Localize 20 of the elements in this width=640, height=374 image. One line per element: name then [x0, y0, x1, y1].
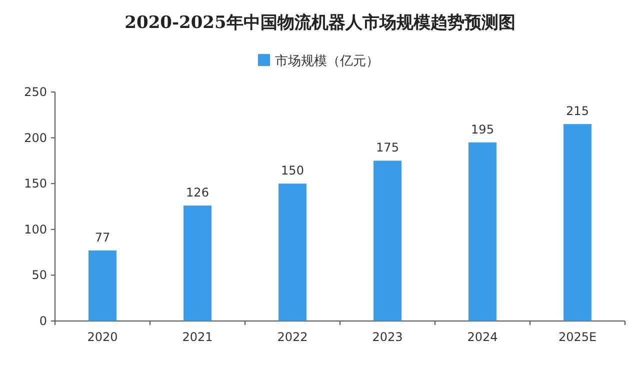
y-tick-label: 0	[39, 314, 47, 328]
data-label: 215	[566, 104, 589, 118]
data-label: 175	[376, 140, 399, 155]
x-tick-label: 2020	[87, 330, 118, 344]
y-tick-label: 200	[24, 130, 47, 145]
y-tick-label: 250	[24, 85, 47, 99]
data-label: 195	[471, 122, 494, 136]
x-tick-label: 2022	[277, 330, 308, 344]
data-label: 126	[186, 186, 209, 200]
x-tick-label: 2021	[182, 330, 213, 344]
x-tick-label: 2024	[467, 330, 498, 344]
data-label: 77	[94, 230, 110, 244]
data-label: 150	[281, 164, 304, 178]
x-tick-label: 2023	[372, 330, 403, 344]
chart-title: 2020-2025年中国物流机器人市场规模趋势预测图	[124, 13, 516, 33]
y-tick-label: 100	[24, 222, 47, 236]
y-tick-label: 50	[32, 268, 47, 282]
x-tick-label: 2025E	[558, 330, 597, 344]
y-tick-label: 150	[24, 176, 47, 191]
legend-label: 市场规模（亿元）	[275, 54, 379, 69]
